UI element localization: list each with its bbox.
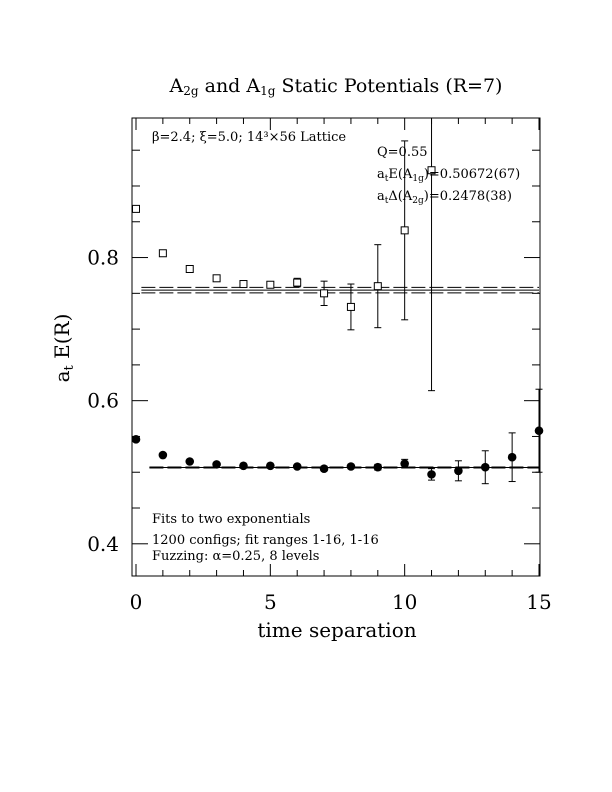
a1g-circle-point	[454, 466, 463, 476]
a2g-square-point	[239, 280, 248, 289]
a2g-square-point	[400, 226, 409, 235]
a1g-circle-point	[507, 452, 517, 462]
a1g-circle-point	[131, 435, 141, 444]
a2g-square-point	[320, 289, 329, 298]
a1g-circle-point	[400, 459, 409, 468]
y-tick-label: 0.8	[87, 246, 119, 270]
a2g-square-point	[185, 264, 194, 273]
a1g-circle-point	[373, 462, 383, 472]
stats-q: Q=0.55	[377, 145, 428, 160]
a1g-circle-point	[480, 462, 490, 472]
a1g-circle-point	[185, 457, 195, 466]
note-configs: 1200 configs; fit ranges 1-16, 1-16	[152, 533, 379, 548]
a2g-square-point	[158, 249, 167, 258]
a2g-square-point	[373, 282, 382, 291]
note-fits: Fits to two exponentials	[152, 512, 310, 527]
x-tick-label: 15	[526, 590, 551, 614]
a1g-circle-point	[346, 462, 356, 471]
note-fuzzing: Fuzzing: α=0.25, 8 levels	[152, 549, 319, 564]
a2g-square-point	[266, 280, 275, 289]
a1g-circle-point	[212, 460, 221, 469]
x-tick-label: 0	[130, 590, 143, 614]
a2g-square-point	[427, 166, 436, 175]
x-tick-label: 5	[264, 590, 277, 614]
chart-title: A2g and A1g Static Potentials (R=7)	[169, 75, 503, 98]
a2g-square-point	[346, 302, 355, 311]
a1g-circle-point	[319, 464, 329, 473]
a1g-circle-point	[266, 461, 275, 471]
a2g-square-point	[212, 274, 221, 283]
y-axis-label: at E(R)	[50, 314, 77, 383]
y-tick-label: 0.6	[87, 389, 119, 413]
a1g-circle-point	[534, 426, 544, 436]
x-tick-label: 10	[392, 590, 417, 614]
y-tick-label: 0.4	[87, 532, 119, 556]
x-axis-label: time separation	[257, 618, 416, 642]
stats-gap: atΔ(A2g)=0.2478(38)	[377, 189, 512, 206]
a1g-circle-point	[239, 461, 248, 471]
stats-energy: atE(A1g)=0.50672(67)	[377, 167, 520, 184]
lattice-info: β=2.4; ξ=5.0; 14³×56 Lattice	[152, 130, 346, 145]
plot-frame	[131, 117, 541, 577]
a1g-circle-point	[158, 450, 168, 460]
a2g-square-point	[293, 278, 302, 287]
a1g-circle-point	[427, 470, 436, 479]
a2g-square-point	[132, 204, 140, 213]
a1g-circle-point	[292, 462, 302, 471]
